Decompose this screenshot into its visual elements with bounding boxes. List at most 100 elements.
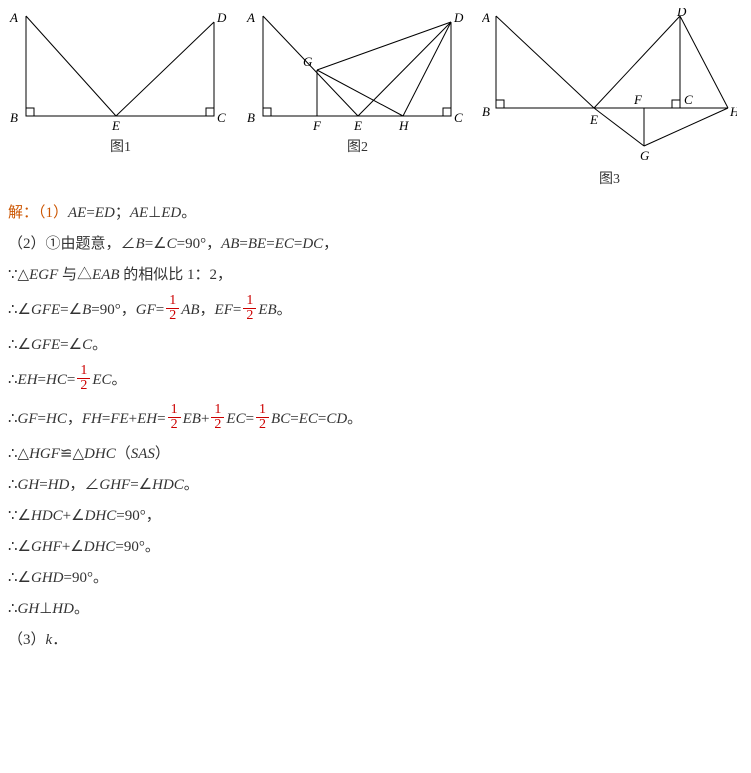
text-segment: = [39,477,47,493]
svg-text:C: C [684,92,693,107]
text-segment: ED [95,205,115,221]
text-segment: =∠ [60,302,82,318]
svg-text:D: D [676,8,687,19]
text-segment: 。 [181,205,196,221]
svg-text:E: E [111,118,120,133]
solution-line: ∴∠GHD=90°。 [8,563,743,594]
svg-text:A: A [482,10,490,25]
solution-text: 解：（1）AE=ED；AE⊥ED。（2）①由题意，∠B=∠C=90°，AB=BE… [8,198,743,656]
text-segment: ． [52,632,67,648]
text-segment: AB [181,302,199,318]
solution-line: （3）k． [8,625,743,656]
text-segment: B [136,236,145,252]
svg-text:E: E [589,112,598,127]
text-segment: EAB [92,267,120,283]
text-segment: =∠ [130,477,152,493]
text-segment: AE [68,205,86,221]
text-segment: HGF [29,446,60,462]
diagram-2: ABFEHCDG [245,8,470,136]
fraction: 12 [256,403,269,432]
text-segment: = [157,411,165,427]
text-segment: +∠ [62,539,84,555]
text-segment: +∠ [63,508,85,524]
text-segment: 。 [74,601,89,617]
svg-text:E: E [353,118,362,133]
solution-line: ∴∠GHF+∠DHC=90°。 [8,532,743,563]
solution-line: ∴△HGF≌△DHC（SAS） [8,439,743,470]
svg-text:B: B [482,104,490,119]
text-segment: ， [200,302,215,318]
text-segment: GHF [31,539,62,555]
text-segment: ） [155,446,170,462]
solution-line: ∴EH=HC=12EC。 [8,361,743,400]
text-segment: 。 [92,337,107,353]
text-segment: DC [302,236,323,252]
text-segment: = [38,372,46,388]
svg-text:G: G [640,148,650,163]
fraction: 12 [168,403,181,432]
text-segment: GFE [31,302,60,318]
text-segment: ∴ [8,372,18,388]
text-segment: GFE [31,337,60,353]
fraction: 12 [211,403,224,432]
text-segment: HD [48,477,70,493]
text-segment: HC [46,411,67,427]
fraction: 12 [166,294,179,323]
solution-line: ∴∠GFE=∠C。 [8,330,743,361]
text-segment: ∵∠ [8,508,31,524]
svg-text:F: F [633,92,643,107]
text-segment: = [290,411,298,427]
text-segment: ∵△ [8,267,29,283]
text-segment: SAS [131,446,155,462]
text-segment: = [67,372,75,388]
svg-text:A: A [9,10,18,25]
solution-line: ∴GH=HD，∠GHF=∠HDC。 [8,470,743,501]
text-segment: ≌△ [60,446,84,462]
text-segment: ，∠ [69,477,99,493]
text-segment: （2）①由题意，∠ [8,236,136,252]
text-segment: CD [326,411,347,427]
text-segment: ED [161,205,181,221]
text-segment: C [82,337,92,353]
svg-text:B: B [10,110,18,125]
text-segment: GHF [99,477,130,493]
solution-line: （2）①由题意，∠B=∠C=90°，AB=BE=EC=DC， [8,229,743,260]
solution-line: ∴GF=HC，FH=FE+EH=12EB+12EC=12BC=EC=CD。 [8,400,743,439]
text-segment: ∴∠ [8,337,31,353]
text-segment: =90°， [91,302,135,318]
text-segment: ∴∠ [8,302,31,318]
figure-caption-2: 图2 [347,138,368,158]
svg-text:G: G [303,54,313,69]
text-segment: =∠ [60,337,82,353]
text-segment: HDC [31,508,63,524]
text-segment: BE [248,236,266,252]
text-segment: 。 [112,372,127,388]
figure-2: ABFEHCDG图2 [245,8,470,190]
svg-text:A: A [246,10,255,25]
text-segment: EGF [29,267,58,283]
text-segment: GF [18,411,38,427]
svg-text:H: H [729,104,737,119]
text-segment: EB [258,302,276,318]
figure-caption-3: 图3 [599,170,620,190]
solution-line: ∵△EGF 与△EAB 的相似比 1：2， [8,260,743,291]
svg-text:F: F [312,118,322,133]
text-segment: （3） [8,632,46,648]
text-segment: EH [137,411,157,427]
text-segment: DHC [84,446,116,462]
text-segment: FH [82,411,102,427]
text-segment: 的相似比 1：2， [120,267,233,283]
text-segment: EH [18,372,38,388]
figure-3: A B E F C H D G 图3 [482,8,737,190]
svg-text:B: B [247,110,255,125]
text-segment: EC [92,372,111,388]
solution-line: 解：（1）AE=ED；AE⊥ED。 [8,198,743,229]
text-segment: DHC [84,539,116,555]
text-segment: ， [323,236,338,252]
text-segment: GH [18,477,40,493]
text-segment: HC [46,372,67,388]
text-segment: AE [130,205,148,221]
solution-line: ∵∠HDC+∠DHC=90°， [8,501,743,532]
text-segment: = [239,236,247,252]
fraction: 12 [243,294,256,323]
